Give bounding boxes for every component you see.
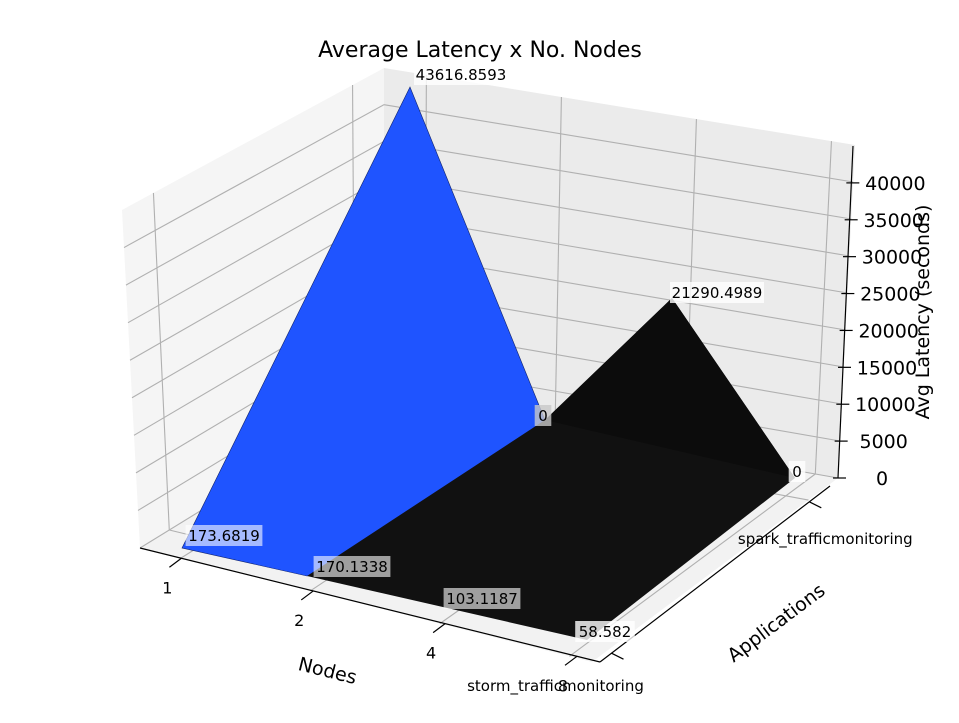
x-tick-label: 4 <box>426 644 436 663</box>
axes <box>139 145 854 663</box>
y-tick-mark-1 <box>809 501 822 509</box>
x-tick-label: 2 <box>294 611 304 630</box>
data-label: 173.6819 <box>188 527 260 545</box>
data-label-box-3 <box>575 621 635 642</box>
x-tick-mark-1 <box>300 590 314 601</box>
chart-title: Average Latency x No. Nodes <box>318 38 642 63</box>
surface-black-top <box>545 298 795 478</box>
grid-z-left-8 <box>123 104 385 249</box>
data-label-box-2 <box>443 588 521 609</box>
data-label-box-4 <box>414 64 508 85</box>
data-label: 43616.8593 <box>416 66 507 84</box>
data-label-box-0 <box>185 525 263 546</box>
data-label: 170.1338 <box>316 558 388 576</box>
grid-x-back-3 <box>814 141 832 475</box>
z-axis-label: Avg Latency (seconds) <box>912 205 934 420</box>
z-tick-label: 5000 <box>859 431 907 453</box>
z-tick-label: 35000 <box>863 210 923 232</box>
z-tick-label: 40000 <box>865 173 925 195</box>
data-labels: 173.6819 170.1338 103.1187 58.582 43616.8593… <box>185 64 806 642</box>
data-label-box-5 <box>534 405 552 426</box>
x-tick-mark-3 <box>564 655 578 666</box>
y-tick-label: storm_trafficmonitoring <box>467 677 644 696</box>
grid-y-left-0 <box>152 192 170 531</box>
x-ticks: 1 2 4 8 <box>162 557 578 695</box>
y-ticks: storm_trafficmonitoring spark_trafficmoni… <box>467 501 913 696</box>
x-tick-mark-0 <box>169 557 182 568</box>
z-ticks: 0 5000 10000 15000 20000 25000 30000 35000 40000 <box>833 173 926 490</box>
z-tick-label: 0 <box>876 468 888 490</box>
data-label: 103.1187 <box>446 590 518 608</box>
z-tick-label: 25000 <box>860 284 920 306</box>
z-tick-label: 30000 <box>862 247 922 269</box>
data-label: 21290.4989 <box>672 284 763 302</box>
x-tick-mark-2 <box>432 623 446 634</box>
x-axis-label: Nodes <box>296 653 359 689</box>
z-tick-label: 15000 <box>857 357 917 379</box>
x-axis-line <box>139 547 601 663</box>
data-label: 0 <box>538 407 548 425</box>
z-tick-label: 10000 <box>855 394 915 416</box>
data-label: 0 <box>792 463 802 481</box>
grid-z-back-6 <box>383 177 850 257</box>
y-tick-mark-0 <box>611 652 624 660</box>
z-axis-line <box>837 145 854 479</box>
y-tick-label: spark_trafficmonitoring <box>738 530 913 549</box>
data-label-box-6 <box>670 282 764 303</box>
data-label-box-7 <box>788 461 806 482</box>
surface <box>181 86 795 640</box>
grid-z-back-8 <box>383 104 854 183</box>
grid-z-left-6 <box>127 177 385 324</box>
grid-z-back-7 <box>383 140 852 220</box>
x-tick-label: 8 <box>558 676 568 695</box>
grid-z-left-7 <box>125 140 385 286</box>
data-label: 58.582 <box>579 623 632 641</box>
y-axis-line <box>599 485 831 663</box>
grid-x-back-1 <box>554 96 562 429</box>
data-label-box-1 <box>313 556 391 577</box>
x-tick-label: 1 <box>162 578 172 597</box>
y-axis-label: Applications <box>723 579 829 666</box>
z-tick-label: 20000 <box>858 320 918 342</box>
